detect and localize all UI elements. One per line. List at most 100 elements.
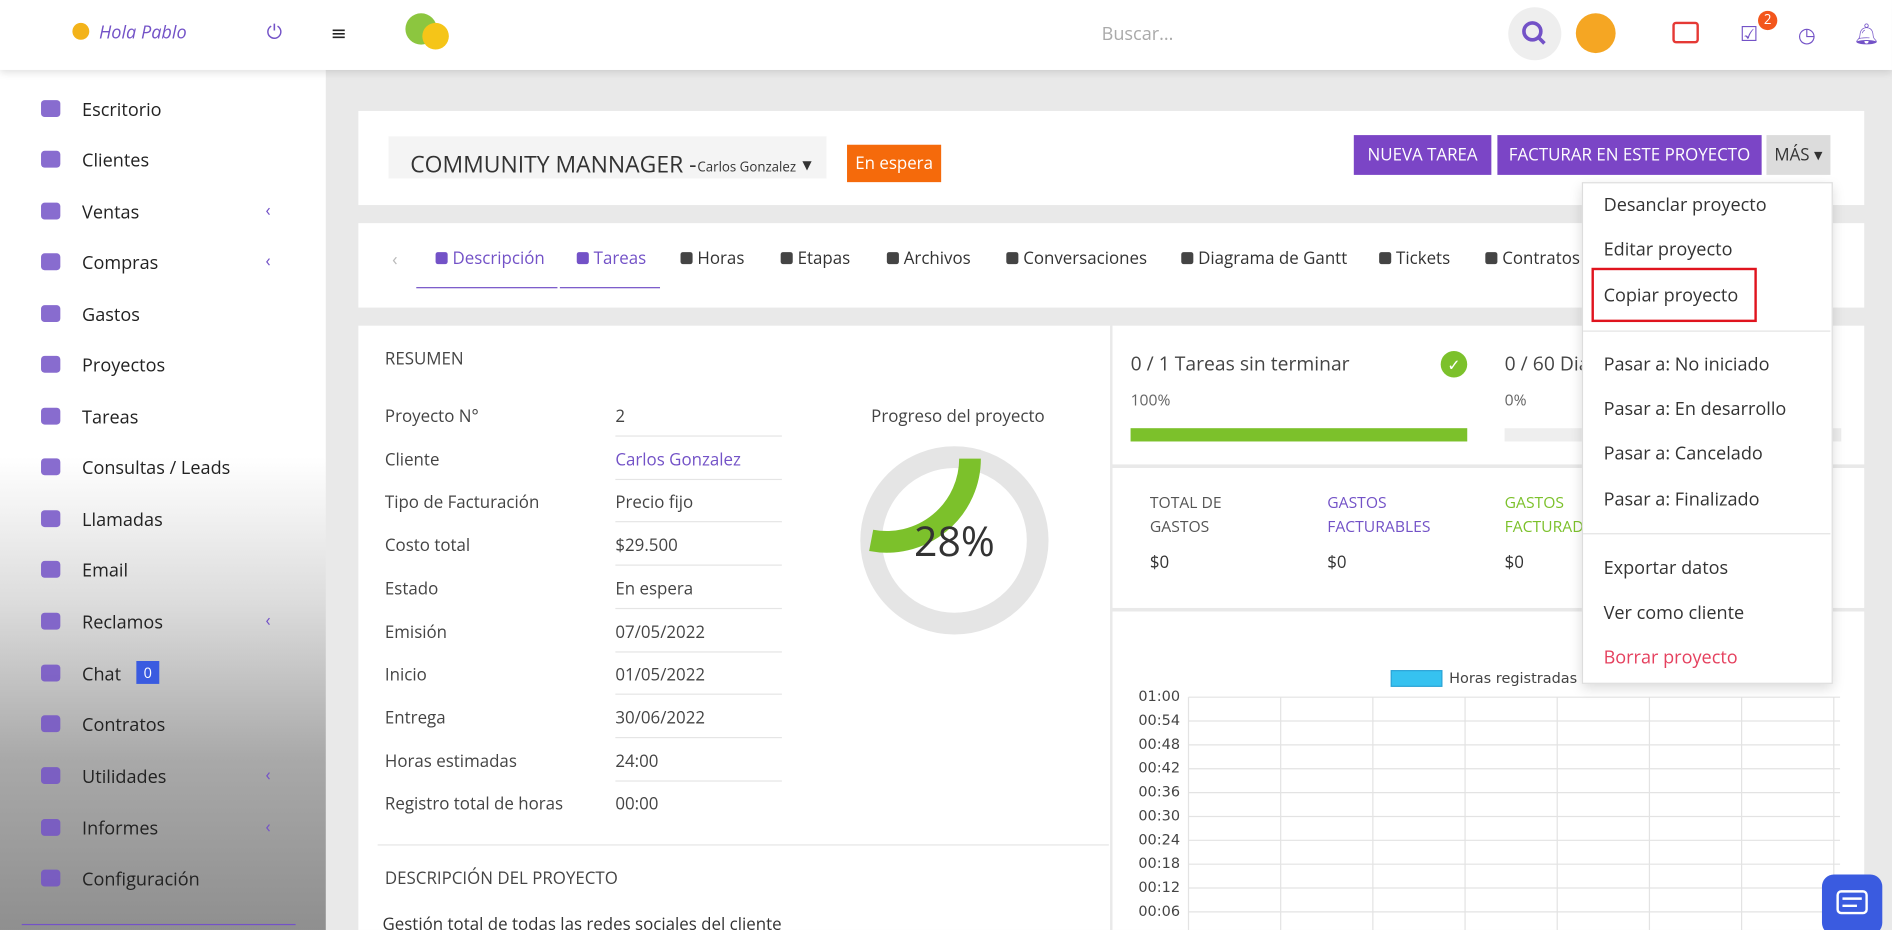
sidebar-label[interactable]: Utilidades (82, 764, 167, 789)
tasks-icon[interactable]: ☑ (1739, 19, 1759, 48)
tab[interactable]: Diagrama de Gantt (1198, 247, 1348, 271)
menu-item[interactable]: Copiar proyecto (1603, 283, 1739, 308)
submenu-arrow[interactable]: ‹ (265, 609, 271, 633)
stat-label: 0 / 60 Dia (1504, 349, 1590, 377)
summary-value: Precio fijo (615, 491, 694, 515)
sidebar-label[interactable]: Informes (82, 816, 159, 841)
invoice-button[interactable]: FACTURAR EN ESTE PROYECTO (1497, 135, 1762, 175)
sidebar-item[interactable]: Consultas / Leads (0, 450, 326, 486)
progress-value: 28% (914, 513, 995, 569)
submenu-arrow[interactable]: ‹ (265, 199, 271, 222)
sidebar-item[interactable]: Chat 0 (0, 656, 326, 692)
menu-item[interactable]: Editar proyecto (1603, 237, 1733, 262)
row-separator (615, 435, 782, 437)
sidebar-label[interactable]: Configuración (82, 867, 200, 892)
project-client[interactable]: Carlos Gonzalez (697, 158, 797, 177)
sidebar-label[interactable]: Chat (82, 662, 122, 687)
sidebar-label[interactable]: Compras (82, 250, 159, 276)
tab-underline (416, 287, 558, 289)
menu-item[interactable]: Pasar a: En desarrollo (1603, 396, 1787, 421)
sidebar-label[interactable]: Escritorio (82, 97, 162, 122)
sidebar-icon (41, 355, 61, 373)
summary-key: Cliente (384, 448, 440, 472)
sidebar-label[interactable]: Consultas / Leads (82, 455, 231, 481)
menu-item[interactable]: Pasar a: Finalizado (1603, 487, 1760, 512)
sidebar-label[interactable]: Email (82, 558, 129, 583)
sidebar-item[interactable]: Informes ‹ (0, 811, 326, 847)
sidebar-item[interactable]: Gastos (0, 297, 326, 333)
chat-widget[interactable] (1821, 874, 1883, 930)
sidebar-label[interactable]: Llamadas (82, 507, 163, 532)
search-input[interactable]: Buscar... (1101, 21, 1174, 46)
tab[interactable]: Descripción (452, 247, 545, 271)
y-tick-label: 00:30 (1138, 808, 1180, 824)
sidebar-item[interactable]: Email (0, 552, 326, 588)
menu-separator (1583, 533, 1831, 535)
tab[interactable]: Conversaciones (1023, 247, 1148, 271)
sidebar-item[interactable]: Utilidades ‹ (0, 759, 326, 795)
clock-icon[interactable]: ◷ (1797, 20, 1816, 49)
summary-key: Costo total (384, 534, 471, 558)
summary-key: Registro total de horas (384, 792, 564, 816)
sidebar-item[interactable]: Compras ‹ (0, 245, 326, 281)
summary-value[interactable]: Carlos Gonzalez (615, 448, 741, 472)
sidebar-label[interactable]: Contratos (82, 712, 166, 737)
sidebar-item[interactable]: Escritorio (0, 92, 326, 128)
legend-label: Horas registradas (1449, 671, 1577, 687)
submenu-arrow[interactable]: ‹ (265, 815, 271, 839)
menu-item[interactable]: Ver como cliente (1603, 600, 1745, 625)
tabs-prev[interactable]: ‹ (392, 247, 398, 272)
menu-item[interactable]: Pasar a: No iniciado (1603, 352, 1770, 377)
new-task-button[interactable]: NUEVA TAREA (1353, 135, 1492, 175)
sidebar-icon (41, 100, 61, 118)
search-button[interactable] (1508, 7, 1562, 61)
tab[interactable]: Tareas (593, 247, 647, 271)
tab[interactable]: Horas (697, 247, 745, 271)
expense-label: GASTOS FACTURABLES (1327, 490, 1431, 537)
menu-item[interactable]: Borrar proyecto (1603, 645, 1738, 670)
sidebar-icon (41, 767, 61, 785)
menu-toggle[interactable]: ≡ (330, 19, 347, 46)
sidebar-label[interactable]: Proyectos (82, 353, 166, 378)
tab[interactable]: Etapas (797, 247, 851, 271)
status-badge[interactable]: En espera (847, 144, 942, 183)
submenu-arrow[interactable]: ‹ (265, 249, 271, 273)
sidebar-icon (41, 819, 61, 836)
summary-key: Tipo de Facturación (384, 491, 540, 515)
sidebar-item[interactable]: Reclamos ‹ (0, 604, 326, 640)
client-caret[interactable]: ▼ (802, 155, 812, 173)
tab-icon (1006, 252, 1019, 265)
more-label[interactable]: MÁS (1774, 143, 1810, 167)
menu-item[interactable]: Desanclar proyecto (1603, 192, 1767, 218)
sidebar-item[interactable]: Llamadas (0, 502, 326, 538)
bell-icon[interactable]: 🔔︎ (1853, 19, 1880, 48)
sidebar-label[interactable]: Ventas (82, 200, 140, 225)
sidebar-item[interactable]: Contratos (0, 707, 326, 743)
user-avatar[interactable] (1575, 13, 1616, 54)
menu-item[interactable]: Exportar datos (1603, 556, 1729, 581)
sidebar: Escritorio Clientes Ventas ‹ Compras ‹ Gastos P… (0, 69, 326, 930)
sidebar-item[interactable]: Proyectos (0, 347, 326, 383)
sidebar-label[interactable]: Tareas (82, 405, 139, 430)
sidebar-item[interactable]: Ventas ‹ (0, 194, 326, 230)
tab-icon (680, 252, 693, 265)
menu-item[interactable]: Pasar a: Cancelado (1603, 441, 1763, 466)
summary-key: Inicio (384, 663, 427, 687)
sidebar-label[interactable]: Gastos (82, 302, 140, 327)
row-separator (615, 607, 782, 609)
sidebar-label[interactable]: Reclamos (82, 610, 163, 635)
tab[interactable]: Archivos (903, 247, 971, 271)
tab[interactable]: Tickets (1396, 247, 1451, 271)
sidebar-item[interactable]: Configuración (0, 861, 326, 897)
tab-underline (559, 287, 661, 289)
messages-icon[interactable] (1672, 21, 1699, 44)
sidebar-item[interactable]: Tareas (0, 399, 326, 435)
expense-label: GASTOS FACTURAD (1504, 490, 1584, 537)
sidebar-label[interactable]: Clientes (82, 148, 150, 173)
tab[interactable]: Contratos (1502, 247, 1580, 271)
sidebar-item[interactable]: Clientes (0, 142, 326, 178)
chat-badge: 0 (136, 660, 160, 684)
more-button[interactable]: MÁS ▾ (1766, 135, 1831, 175)
submenu-arrow[interactable]: ‹ (265, 763, 271, 787)
power-button[interactable]: ⏻ (266, 18, 282, 45)
